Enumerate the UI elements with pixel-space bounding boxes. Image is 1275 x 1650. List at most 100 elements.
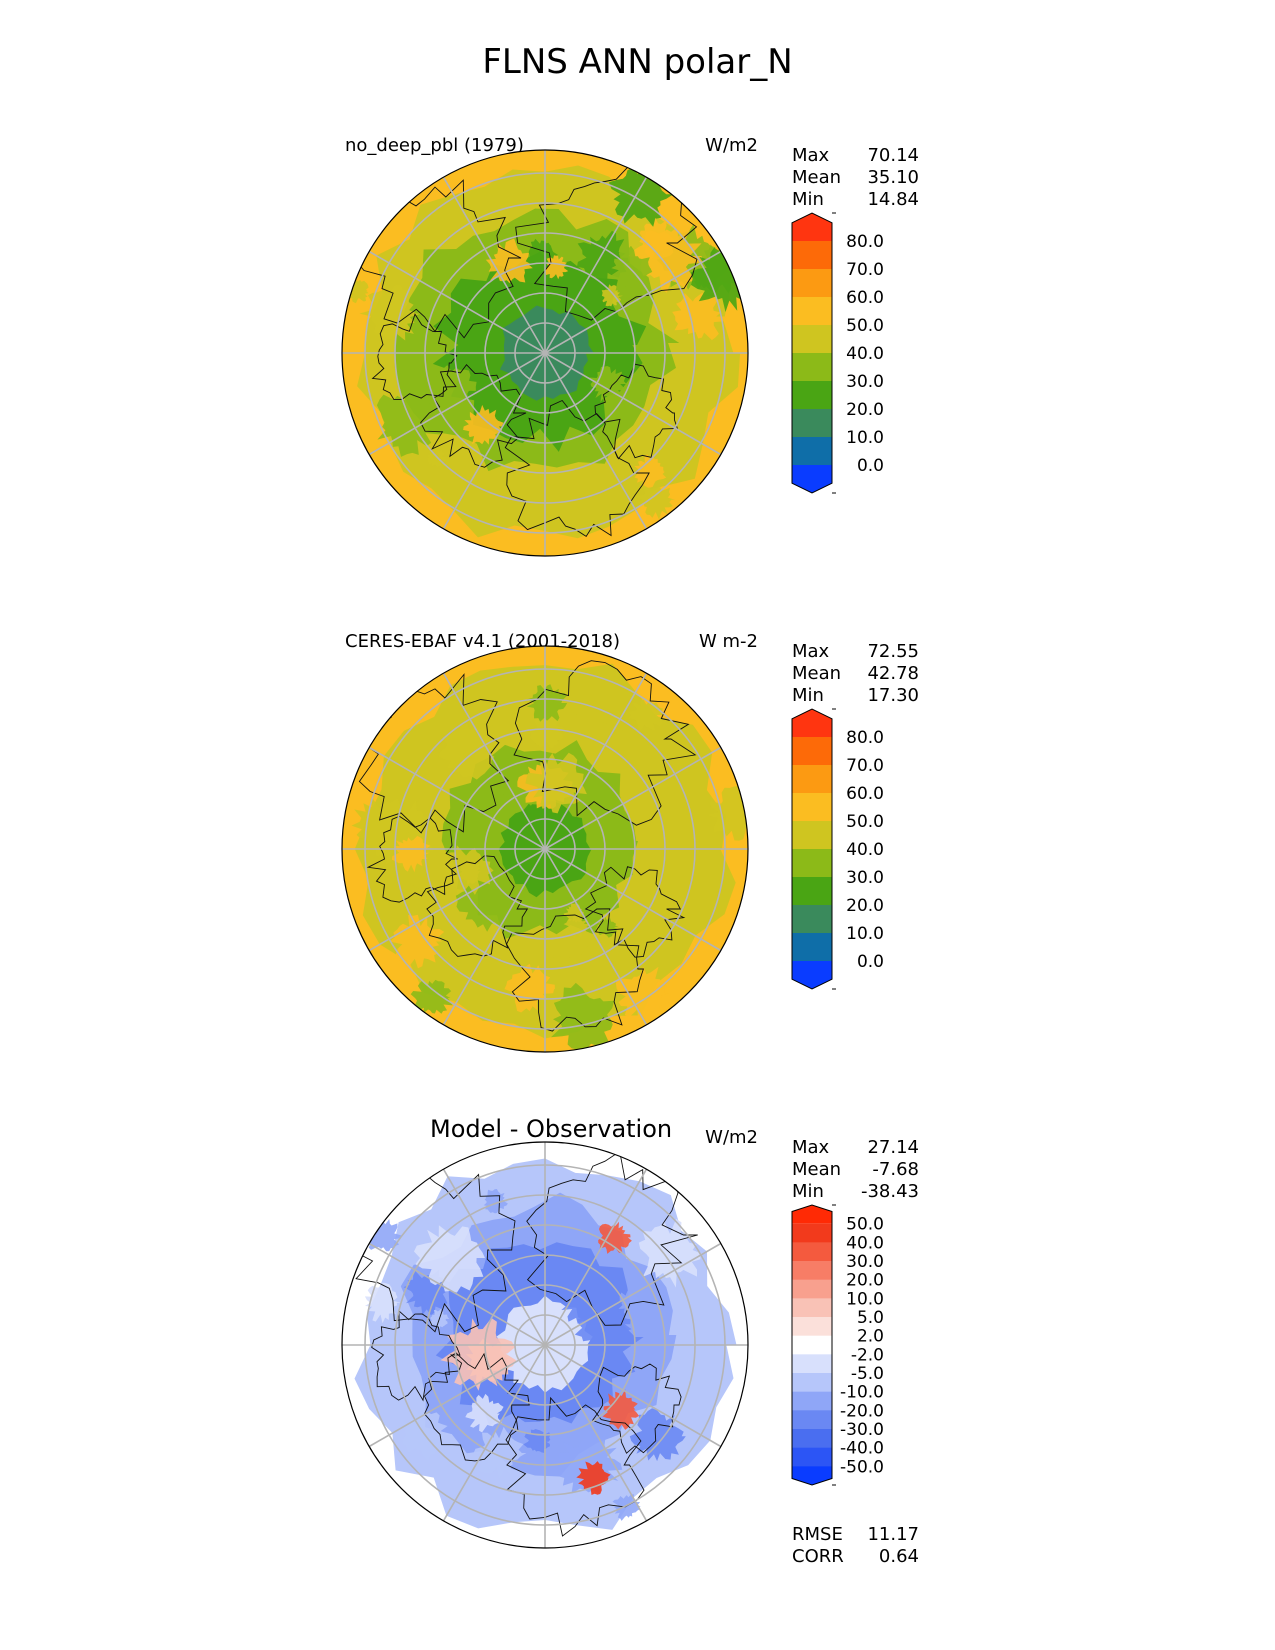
meridian-line bbox=[442, 1168, 546, 1346]
colorbar: 0.0 10.0 20.0 30.0 40.0 50.0 60.0 70.0 80.0 bbox=[791, 708, 884, 990]
colorbar-swatch bbox=[792, 1391, 832, 1411]
colorbar-extend-bottom bbox=[792, 961, 832, 989]
figure-title: FLNS ANN polar_N bbox=[482, 42, 793, 82]
meridian-line bbox=[544, 672, 648, 850]
colorbar-tick-label: -40.0 bbox=[840, 1439, 884, 1459]
meridian-line bbox=[544, 352, 648, 530]
field-patch bbox=[364, 1282, 402, 1324]
stat-value: 0.64 bbox=[878, 1546, 919, 1567]
field-patch bbox=[618, 1290, 642, 1315]
meridian-line bbox=[442, 176, 546, 354]
colorbar-swatch bbox=[792, 381, 832, 410]
coastline bbox=[420, 364, 527, 468]
field-patch bbox=[551, 982, 615, 1052]
colorbar-tick-label: -2.0 bbox=[851, 1345, 884, 1365]
graticule bbox=[342, 150, 748, 556]
polar-map: -50.0-40.0-30.0-20.0-10.0-5.0-2.02.05.01… bbox=[341, 1141, 884, 1549]
colorbar: -50.0-40.0-30.0-20.0-10.0-5.0-2.02.05.01… bbox=[791, 1204, 884, 1486]
stat-label: Min bbox=[792, 189, 824, 210]
meridian-line bbox=[368, 1242, 546, 1346]
colorbar-tick-label: 30.0 bbox=[846, 1252, 884, 1272]
meridian-line bbox=[544, 1344, 648, 1522]
stats-box: Max 27.14 Mean -7.68 Min -38.43 bbox=[792, 1137, 919, 1203]
colorbar-tick-label: 20.0 bbox=[846, 896, 884, 916]
colorbar-tick-label: 20.0 bbox=[846, 400, 884, 420]
meridian-line bbox=[544, 1168, 648, 1346]
error-stats-box: RMSE 11.17 CORR 0.64 bbox=[792, 1524, 919, 1568]
panel-left-title: no_deep_pbl (1979) bbox=[345, 135, 524, 156]
map-border bbox=[341, 645, 749, 1053]
colorbar-swatch bbox=[792, 1261, 832, 1281]
coastline bbox=[423, 1352, 530, 1462]
stat-label: Max bbox=[792, 145, 830, 166]
field-patch bbox=[402, 1408, 452, 1462]
field-patch bbox=[598, 1221, 632, 1254]
stat-value: 42.78 bbox=[867, 663, 919, 684]
stat-label: Max bbox=[792, 1137, 830, 1158]
field-patch bbox=[410, 979, 453, 1014]
stat-label: Mean bbox=[792, 1159, 842, 1180]
colorbar-swatch bbox=[792, 1447, 832, 1467]
coastline bbox=[591, 1363, 682, 1454]
stat-label: RMSE bbox=[792, 1524, 843, 1545]
field-patch bbox=[576, 1461, 611, 1495]
panel-units: W/m2 bbox=[705, 1127, 758, 1148]
map-field bbox=[342, 646, 748, 1052]
colorbar-swatch bbox=[792, 241, 832, 270]
colorbar-swatch bbox=[792, 1335, 832, 1355]
field-patch bbox=[414, 1225, 485, 1293]
colorbar-tick-label: 10.0 bbox=[846, 1289, 884, 1309]
field-patch bbox=[351, 797, 412, 857]
colorbar-tick-label: 10.0 bbox=[846, 428, 884, 448]
colorbar-swatch bbox=[792, 1410, 832, 1430]
colorbar-swatch bbox=[792, 849, 832, 878]
panel-obs: CERES-EBAF v4.1 (2001-2018) W m-2 Max 72.… bbox=[0, 631, 1275, 1101]
field-patch bbox=[555, 1430, 623, 1495]
colorbar-tick-label: -5.0 bbox=[851, 1364, 884, 1384]
meridian-line bbox=[544, 848, 648, 1026]
colorbar-swatch bbox=[792, 793, 832, 822]
field-patch bbox=[563, 914, 589, 938]
meridian-line bbox=[442, 1344, 546, 1522]
stat-value: 27.14 bbox=[867, 1137, 919, 1158]
colorbar-extend-top bbox=[792, 213, 832, 241]
panel-diff: Model - Observation W/m2 Max 27.14 Mean -7… bbox=[0, 1115, 1275, 1597]
colorbar-swatch bbox=[792, 409, 832, 438]
colorbar-tick-label: 50.0 bbox=[846, 1215, 884, 1235]
field-patch bbox=[465, 1393, 504, 1433]
stat-label: Max bbox=[792, 641, 830, 662]
stat-value: -38.43 bbox=[860, 1181, 919, 1202]
meridian-line bbox=[544, 176, 648, 354]
coastline bbox=[526, 1150, 698, 1326]
field-patch bbox=[634, 454, 667, 488]
field-patch bbox=[528, 238, 558, 267]
colorbar-tick-label: 2.0 bbox=[857, 1327, 884, 1347]
colorbar-outline bbox=[791, 212, 833, 494]
stat-value: 14.84 bbox=[867, 189, 919, 210]
panel-model: no_deep_pbl (1979) W/m2 Max 70.14 Mean 35.… bbox=[0, 135, 1275, 605]
meridian-line bbox=[544, 250, 722, 354]
colorbar-tick-label: -10.0 bbox=[840, 1383, 884, 1403]
colorbar-tick-label: -50.0 bbox=[840, 1457, 884, 1477]
map-field bbox=[342, 1142, 748, 1548]
field-patch bbox=[463, 404, 504, 445]
stat-value: 17.30 bbox=[867, 685, 919, 706]
colorbar-tick-label: 60.0 bbox=[846, 288, 884, 308]
meridian-line bbox=[544, 746, 722, 850]
stat-value: 35.10 bbox=[867, 167, 919, 188]
colorbar-tick-label: 10.0 bbox=[846, 924, 884, 944]
meridian-line bbox=[368, 746, 546, 850]
colorbar-swatch bbox=[792, 1298, 832, 1318]
map-field bbox=[342, 150, 748, 556]
field-patch bbox=[391, 835, 431, 873]
field-patch bbox=[615, 966, 669, 1021]
meridian-line bbox=[544, 352, 722, 456]
field-patch bbox=[473, 1426, 527, 1480]
meridian-line bbox=[442, 672, 546, 850]
stats-box: Max 70.14 Mean 35.10 Min 14.84 bbox=[792, 145, 919, 211]
colorbar-tick-label: 5.0 bbox=[857, 1308, 884, 1328]
colorbar-swatch bbox=[792, 297, 832, 326]
colorbar-swatch bbox=[792, 1373, 832, 1393]
field-patch bbox=[629, 1408, 686, 1462]
colorbar-tick-label: 30.0 bbox=[846, 868, 884, 888]
